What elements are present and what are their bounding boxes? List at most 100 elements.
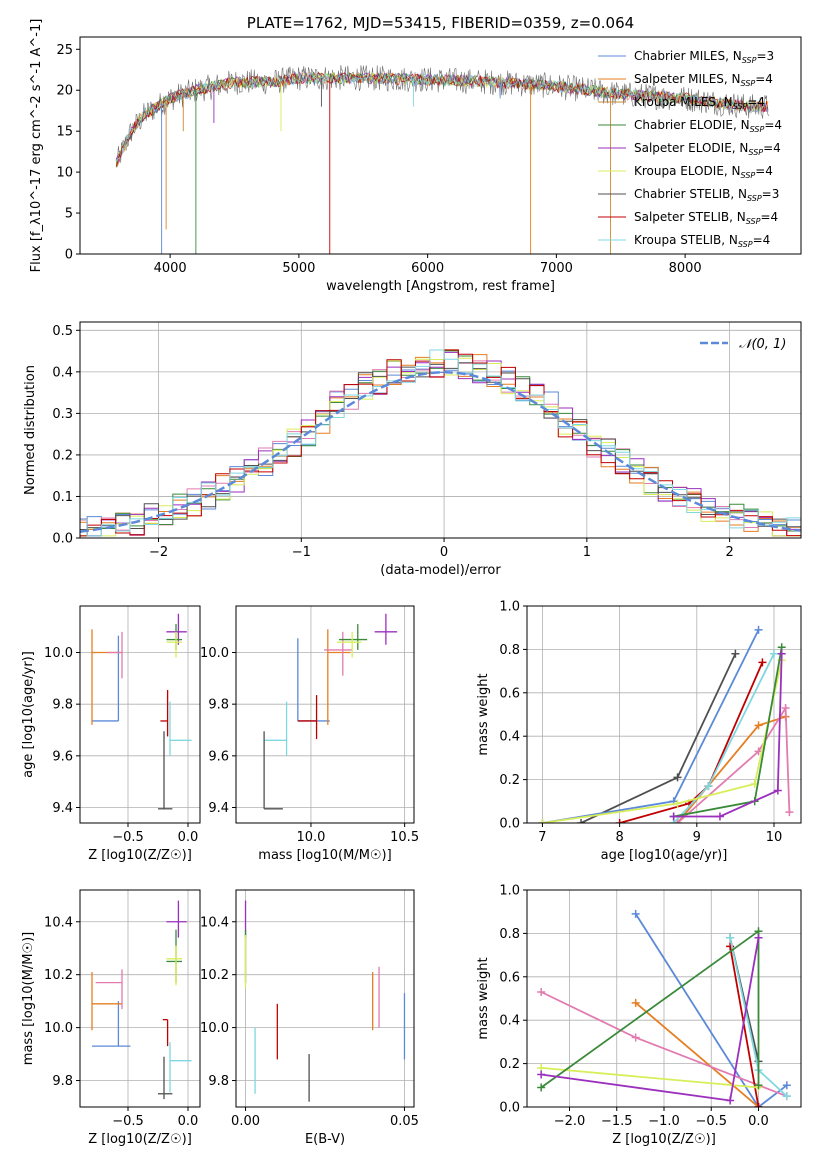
axes-frame xyxy=(79,321,802,539)
y-tick-label: 10.0 xyxy=(44,646,73,661)
panel-age_vs_Z: −0.5 0.0 9.4 9.6 9.8 10.0 Z [log10(Z/Z☉)] age [… xyxy=(21,605,201,863)
data-point xyxy=(158,1056,173,1100)
x-axis-label: mass [log10(M/M☉)] xyxy=(258,848,391,863)
legend: 𝒩(0, 1) xyxy=(700,337,786,352)
y-tick-label: 10.0 xyxy=(44,1021,73,1036)
weight-series xyxy=(577,649,740,823)
y-tick-label: 0.6 xyxy=(499,686,520,701)
data-point xyxy=(91,629,122,725)
y-tick-label: 10.0 xyxy=(200,646,229,661)
axes-frame xyxy=(79,36,802,255)
y-tick-label: 9.8 xyxy=(208,1074,229,1089)
legend-entry: Salpeter MILES, NSSP=4 xyxy=(634,72,773,88)
plot-area xyxy=(263,613,398,810)
x-tick-label: 5000 xyxy=(282,261,315,276)
x-tick-label: 10.0 xyxy=(296,830,325,845)
plot-area xyxy=(537,909,791,1107)
y-tick-label: 9.8 xyxy=(52,698,73,713)
y-tick-label: 0.5 xyxy=(52,324,73,339)
data-point xyxy=(374,613,398,645)
y-tick-label: 0.3 xyxy=(52,407,73,422)
plus-marker xyxy=(537,987,546,996)
plus-marker xyxy=(631,909,640,918)
data-point xyxy=(297,638,330,722)
x-tick-label: 0.0 xyxy=(178,1114,199,1129)
plus-marker xyxy=(537,1083,546,1092)
data-point xyxy=(297,695,318,740)
y-tick-label: 9.6 xyxy=(208,749,229,764)
plot-area xyxy=(538,625,794,823)
y-tick-label: 9.8 xyxy=(52,1074,73,1089)
weight-series xyxy=(669,649,786,821)
x-tick-label: 0.05 xyxy=(390,1114,419,1129)
x-axis-label: age [log10(age/yr)] xyxy=(601,848,728,863)
weight-series xyxy=(538,625,763,823)
x-tick-label: −0.5 xyxy=(695,1114,727,1129)
plus-marker xyxy=(631,998,640,1007)
histogram-step xyxy=(80,349,801,537)
x-tick-label: 2 xyxy=(725,545,733,560)
y-tick-label: 0.4 xyxy=(499,1014,520,1029)
weight-line xyxy=(540,929,760,1089)
data-point xyxy=(107,631,123,679)
x-tick-label: 6000 xyxy=(411,261,444,276)
plus-marker xyxy=(754,1103,763,1107)
plus-marker xyxy=(782,1092,791,1101)
plot-area xyxy=(80,349,801,537)
plus-marker xyxy=(754,933,763,942)
weight-series xyxy=(537,927,763,1092)
x-tick-label: 4000 xyxy=(154,261,187,276)
weight-series xyxy=(538,656,786,823)
plus-marker xyxy=(758,658,767,667)
model-spectrum-line xyxy=(115,72,769,168)
plot-area xyxy=(91,900,192,1100)
y-tick-label: 0.1 xyxy=(52,490,73,505)
weight-line xyxy=(619,662,764,823)
plus-marker xyxy=(777,649,786,658)
plus-marker xyxy=(769,649,778,658)
axes-frame xyxy=(79,889,201,1108)
plus-marker xyxy=(782,1081,791,1090)
y-tick-label: 9.6 xyxy=(52,749,73,764)
plus-marker xyxy=(781,703,790,712)
plus-marker xyxy=(715,812,724,821)
plot-area xyxy=(91,613,192,810)
legend-entry: Salpeter STELIB, NSSP=4 xyxy=(634,210,778,226)
x-tick-label: 0.0 xyxy=(178,830,199,845)
plus-marker xyxy=(615,819,624,823)
x-axis-label: wavelength [Angstrom, rest frame] xyxy=(326,279,555,294)
data-point xyxy=(337,631,362,658)
x-tick-label: −2 xyxy=(149,545,168,560)
plus-marker xyxy=(673,773,682,782)
legend-entry: Chabrier STELIB, NSSP=3 xyxy=(634,187,779,203)
data-point xyxy=(91,972,122,1031)
x-axis-label: Z [log10(Z/Z☉)] xyxy=(88,848,192,863)
x-tick-label: −1 xyxy=(292,545,311,560)
plus-marker xyxy=(538,819,547,823)
x-axis-label: Z [log10(Z/Z☉)] xyxy=(612,1132,716,1147)
data-point xyxy=(166,900,187,938)
histogram-step xyxy=(80,349,801,537)
axes-frame xyxy=(235,889,415,1108)
normal-curve xyxy=(80,371,800,533)
plus-marker xyxy=(631,1033,640,1042)
y-tick-label: 0.0 xyxy=(52,532,73,547)
data-point xyxy=(160,689,169,737)
x-tick-label: 8000 xyxy=(669,261,702,276)
plot-area xyxy=(244,900,406,1102)
x-axis-label: E(B-V) xyxy=(305,1132,345,1147)
plus-marker xyxy=(754,721,763,730)
data-point xyxy=(166,631,182,658)
y-tick-label: 25 xyxy=(56,43,73,58)
x-tick-label: 7 xyxy=(538,830,546,845)
plus-marker xyxy=(577,819,586,823)
y-tick-label: 10.4 xyxy=(44,915,73,930)
plus-marker xyxy=(754,625,763,634)
data-point xyxy=(264,701,288,756)
model-spectrum-line xyxy=(115,71,769,163)
x-tick-label: 8 xyxy=(615,830,623,845)
x-tick-label: −1.0 xyxy=(648,1114,680,1129)
data-point xyxy=(169,1042,192,1093)
data-point xyxy=(92,1001,131,1047)
plus-marker xyxy=(673,819,682,823)
